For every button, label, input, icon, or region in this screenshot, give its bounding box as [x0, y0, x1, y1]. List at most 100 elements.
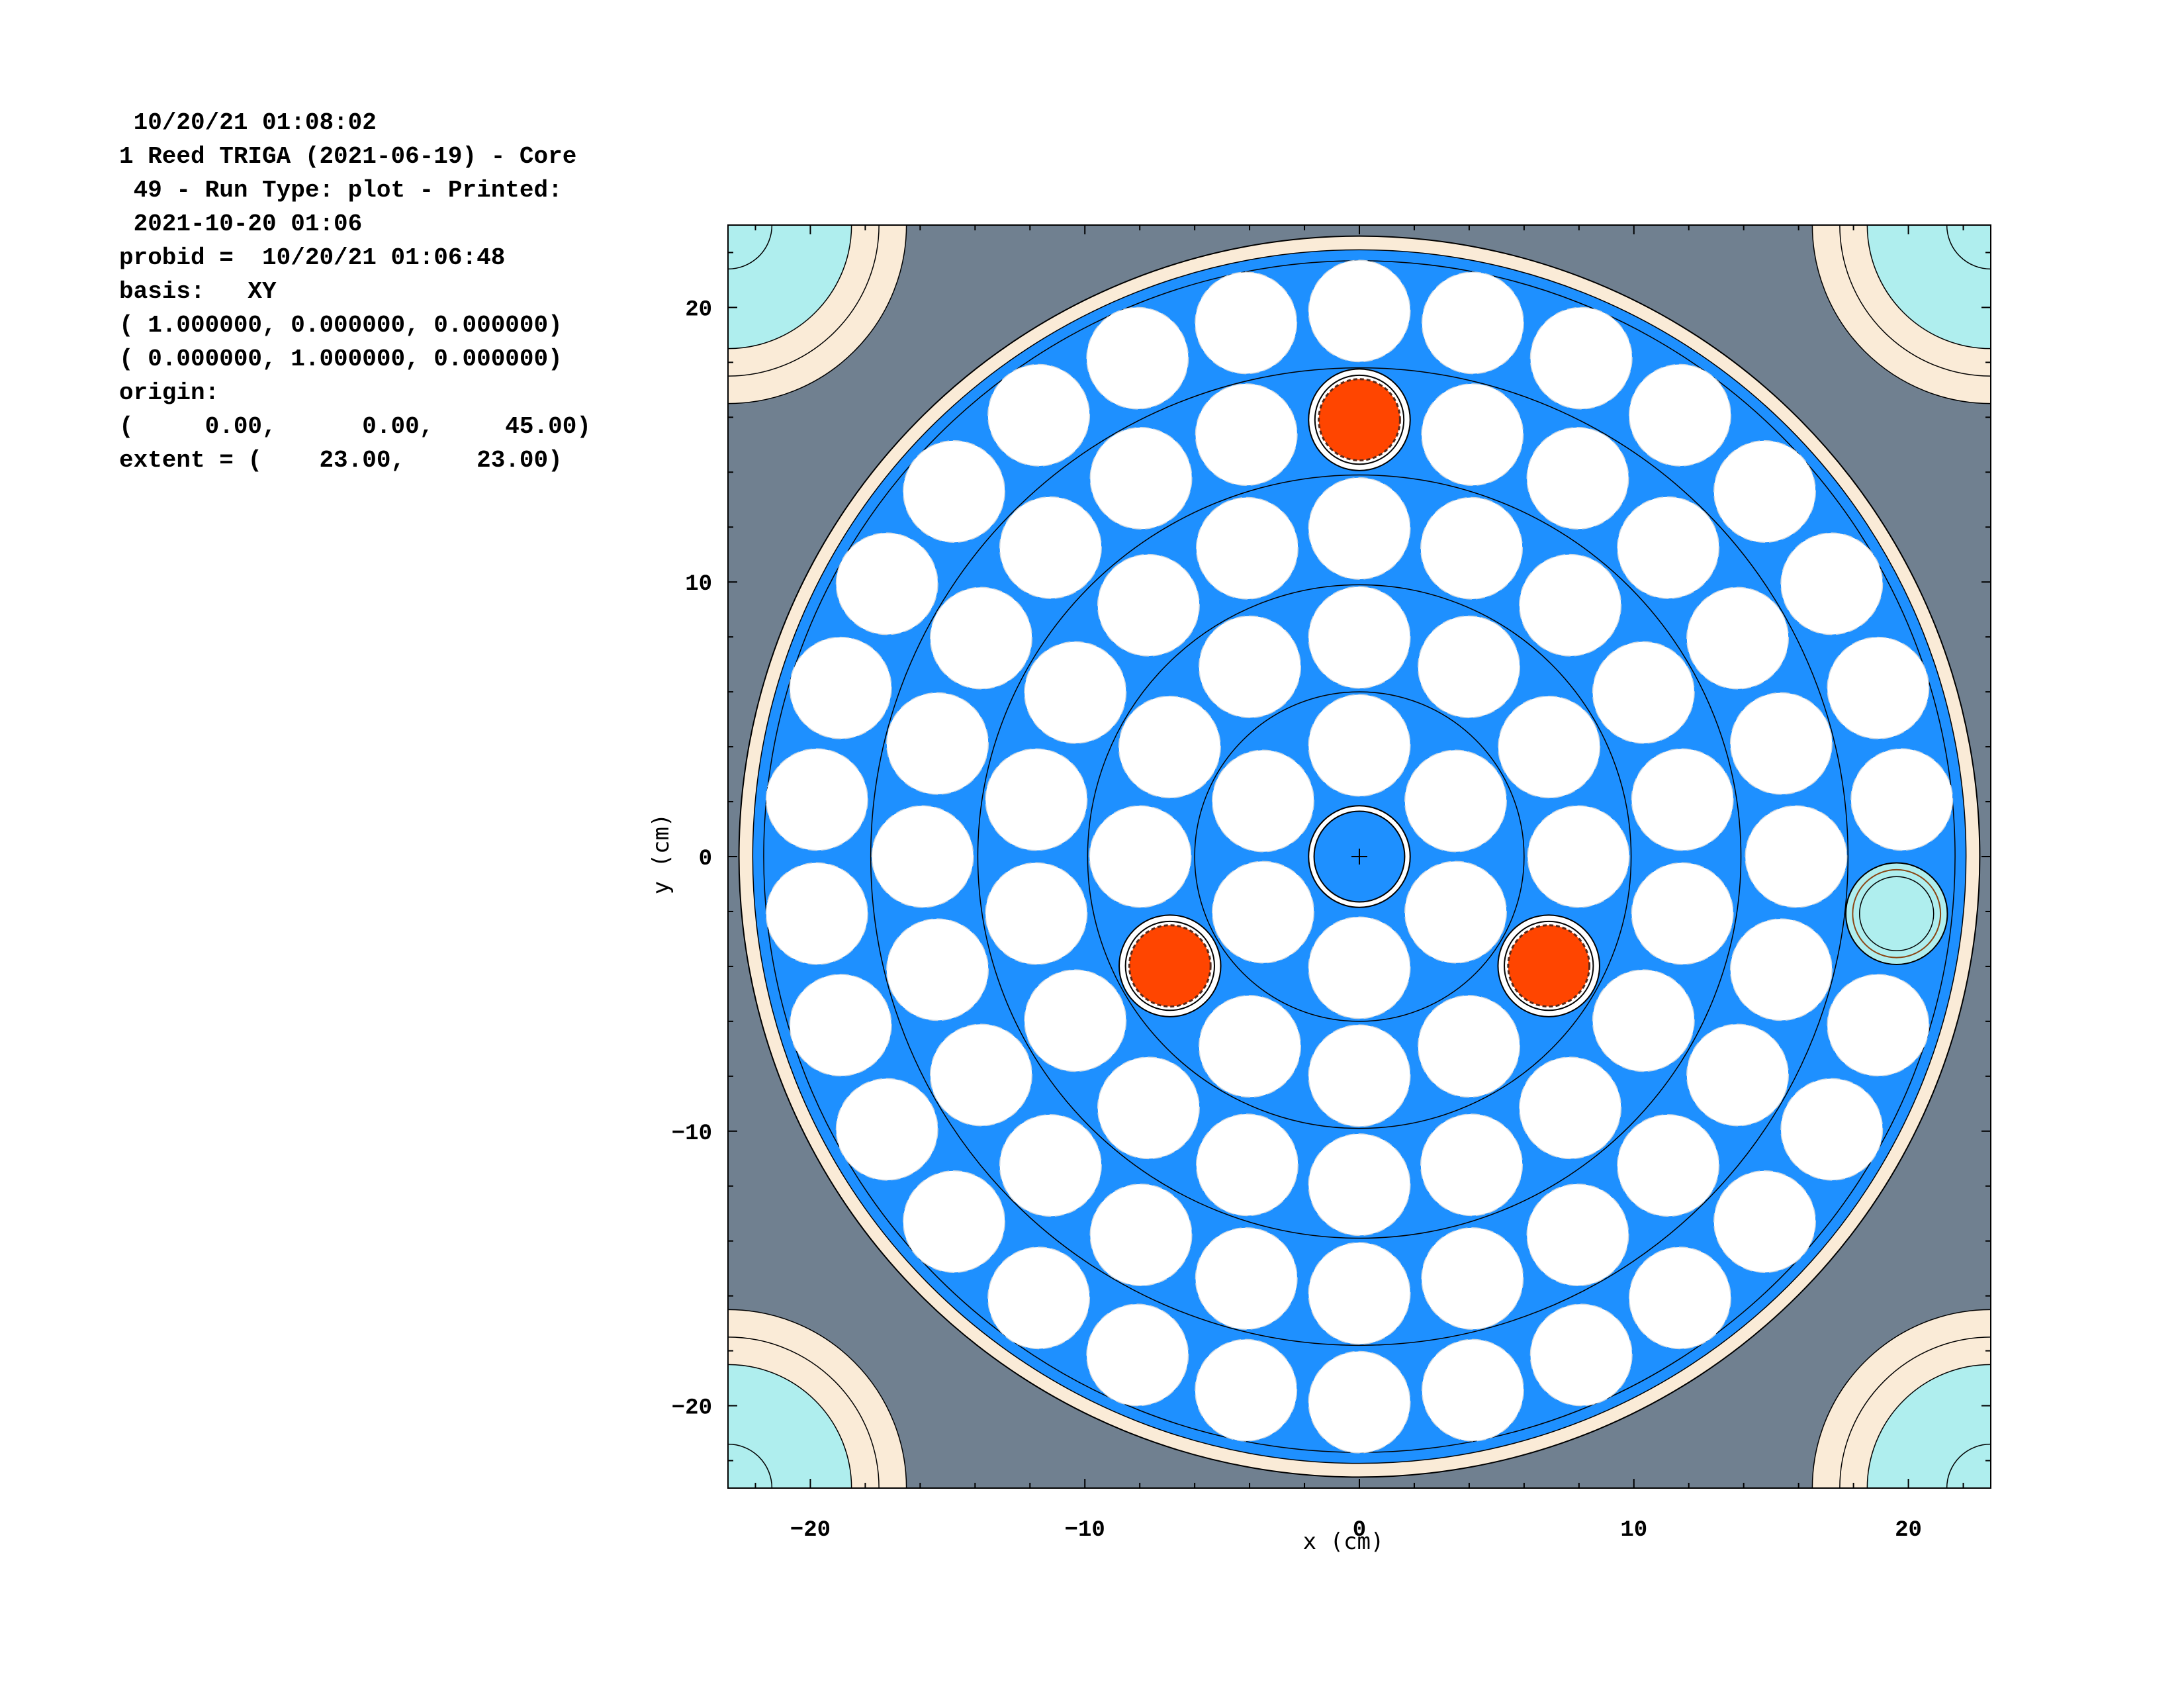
y-axis-label: y (cm) [648, 814, 674, 895]
fuel-element [1421, 1227, 1524, 1330]
fuel-element [1780, 532, 1884, 635]
y-tick-label: −10 [672, 1121, 712, 1147]
fuel-element [1628, 363, 1731, 467]
source-inner [1858, 876, 1934, 952]
fuel-element [1212, 749, 1315, 853]
header-line: basis: XY [119, 278, 277, 305]
fuel-element [1308, 586, 1411, 689]
fuel-element [886, 918, 989, 1021]
header-line: 10/20/21 01:08:02 [119, 109, 377, 136]
fuel-element [1519, 553, 1622, 657]
fuel-element [765, 862, 868, 965]
header-line: 1 Reed TRIGA (2021-06-19) - Core [119, 143, 577, 170]
fuel-element [1421, 1338, 1524, 1442]
y-tick-label: 0 [699, 847, 712, 872]
fuel-element [1729, 918, 1833, 1021]
header-line: 2021-10-20 01:06 [119, 211, 363, 238]
fuel-element [1617, 496, 1720, 599]
fuel-element [1729, 692, 1833, 795]
fuel-element [1526, 427, 1629, 530]
fuel-element [903, 440, 1006, 543]
corner-region [728, 225, 907, 404]
fuel-element [1199, 995, 1301, 1098]
control-rod [1308, 368, 1411, 471]
fuel-element [1195, 383, 1298, 487]
corner-region [1811, 1309, 1991, 1488]
ring-boundary [1087, 584, 1632, 1129]
fuel-element [1418, 615, 1520, 718]
fuel-element [1628, 1246, 1731, 1350]
fuel-element [987, 1246, 1091, 1350]
fuel-element [1195, 1113, 1298, 1217]
control-rod-absorber [1507, 924, 1591, 1008]
fuel-element [1745, 805, 1848, 908]
fuel-element [871, 805, 974, 908]
x-tick-label: 20 [1895, 1518, 1922, 1543]
control-rod-absorber [1318, 378, 1401, 461]
fuel-element [1308, 1350, 1411, 1454]
fuel-element [765, 748, 868, 851]
fuel-element [1519, 1056, 1622, 1160]
run-info-header: 10/20/21 01:08:02 1 Reed TRIGA (2021-06-1… [119, 106, 591, 477]
fuel-element [1592, 969, 1695, 1072]
fuel-element [886, 692, 989, 795]
fuel-element [1780, 1078, 1884, 1181]
fuel-element [1308, 916, 1411, 1019]
fuel-element [1089, 805, 1192, 908]
fuel-element [1686, 1023, 1789, 1127]
fuel-element [1086, 1303, 1189, 1407]
header-line: ( 0.00, 0.00, 45.00) [119, 413, 591, 440]
fuel-element [1420, 496, 1524, 600]
header-line: origin: [119, 379, 220, 406]
x-tick-label: −20 [790, 1518, 831, 1543]
fuel-element [1195, 1338, 1298, 1442]
fuel-element [1713, 440, 1816, 543]
x-tick-label: 10 [1620, 1518, 1647, 1543]
y-tick-label: 20 [685, 297, 712, 322]
fuel-element [1086, 306, 1189, 410]
fuel-element [1308, 694, 1411, 797]
fuel-element [930, 586, 1032, 690]
axes: −20 −10 0 10 20 20 10 0 −10 −20 [672, 224, 1991, 1543]
corner-region [728, 1309, 907, 1488]
header-line: ( 1.000000, 0.000000, 0.000000) [119, 312, 563, 339]
fuel-element [1421, 271, 1524, 375]
corner-region [1811, 225, 1991, 404]
x-tick-label: −10 [1065, 1518, 1105, 1543]
control-rod [1497, 914, 1600, 1017]
ring-boundary [870, 367, 1849, 1346]
control-rod-absorber [1128, 924, 1212, 1008]
fuel-element [1631, 748, 1734, 851]
control-rod [1118, 914, 1222, 1017]
y-tick-label: −20 [672, 1396, 712, 1421]
fuel-element [1827, 974, 1930, 1077]
y-tick-label: 10 [685, 572, 712, 597]
fuel-element [987, 363, 1091, 467]
ring-boundary [977, 474, 1742, 1239]
fuel-element [903, 1170, 1006, 1273]
fuel-element [1118, 696, 1221, 798]
fuel-element [1526, 1184, 1629, 1286]
header-line: probid = 10/20/21 01:06:48 [119, 244, 506, 271]
central-thimble [1308, 805, 1411, 908]
fuel-element [999, 496, 1102, 599]
fuel-element [1421, 383, 1524, 487]
fuel-element [1617, 1114, 1720, 1217]
fuel-element [1404, 861, 1507, 964]
fuel-element [1498, 696, 1601, 798]
fuel-element [1850, 748, 1954, 851]
fuel-element [999, 1114, 1102, 1217]
fuel-element [985, 748, 1088, 851]
fuel-element [1199, 615, 1301, 718]
fuel-element [1097, 553, 1200, 657]
fuel-element [1404, 749, 1507, 853]
header-line: 49 - Run Type: plot - Printed: [119, 177, 563, 204]
source-element [1844, 862, 1948, 966]
fuel-element [1089, 1184, 1193, 1286]
fuel-element [930, 1023, 1032, 1127]
fuel-element [1308, 1133, 1411, 1237]
fuel-element [1024, 969, 1127, 1072]
fuel-element [1631, 862, 1734, 965]
corner-inner-ring [728, 225, 773, 270]
